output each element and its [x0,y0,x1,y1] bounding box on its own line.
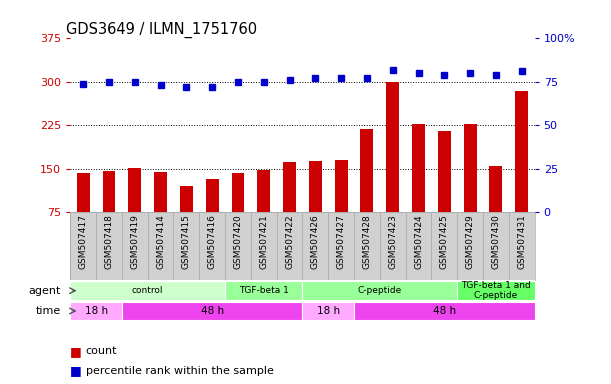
Bar [412,124,425,212]
Text: GSM507424: GSM507424 [414,214,423,269]
Text: GSM507420: GSM507420 [233,214,243,269]
Bar [128,168,141,212]
Text: GSM507431: GSM507431 [518,214,526,269]
Text: GSM507418: GSM507418 [104,214,114,269]
Bar [354,212,380,280]
Bar [251,212,277,280]
Text: C-peptide: C-peptide [357,286,402,295]
Bar [354,302,535,319]
Bar [509,212,535,280]
Bar [148,212,174,280]
Bar [70,281,225,300]
Bar [225,281,302,300]
Bar [489,166,502,212]
Text: GSM507430: GSM507430 [491,214,500,269]
Text: agent: agent [29,286,61,296]
Text: TGF-beta 1: TGF-beta 1 [239,286,288,295]
Text: GSM507422: GSM507422 [285,214,294,269]
Bar [232,173,244,212]
Bar [309,161,322,212]
Text: GSM507421: GSM507421 [259,214,268,269]
Bar [180,186,193,212]
Bar [515,91,528,212]
Text: count: count [86,346,117,356]
Bar [302,212,328,280]
Text: ■: ■ [70,364,82,377]
Text: ■: ■ [70,345,82,358]
Text: GSM507425: GSM507425 [440,214,449,269]
Bar [302,302,354,319]
Bar [103,170,115,212]
Bar [386,82,399,212]
Bar [438,131,451,212]
Bar [96,212,122,280]
Bar [360,129,373,212]
Bar [70,302,122,319]
Text: time: time [35,306,61,316]
Bar [457,212,483,280]
Text: 48 h: 48 h [433,306,456,316]
Text: GSM507419: GSM507419 [130,214,139,269]
Text: GSM507426: GSM507426 [311,214,320,269]
Text: GSM507414: GSM507414 [156,214,165,269]
Bar [122,212,148,280]
Text: GSM507423: GSM507423 [388,214,397,269]
Bar [257,170,270,212]
Text: GSM507415: GSM507415 [182,214,191,269]
Bar [328,212,354,280]
Text: percentile rank within the sample: percentile rank within the sample [86,366,273,376]
Text: control: control [132,286,163,295]
Bar [199,212,225,280]
Bar [77,173,90,212]
Bar [483,212,509,280]
Bar [225,212,251,280]
Bar [122,302,302,319]
Bar [154,172,167,212]
Bar [70,212,96,280]
Text: GSM507417: GSM507417 [79,214,87,269]
Text: GSM507429: GSM507429 [466,214,475,269]
Bar [464,124,477,212]
Text: GDS3649 / ILMN_1751760: GDS3649 / ILMN_1751760 [65,22,257,38]
Bar [302,281,457,300]
Text: 48 h: 48 h [200,306,224,316]
Bar [277,212,302,280]
Bar [406,212,431,280]
Bar [335,160,348,212]
Bar [457,281,535,300]
Text: 18 h: 18 h [84,306,108,316]
Text: GSM507428: GSM507428 [362,214,371,269]
Text: 18 h: 18 h [316,306,340,316]
Text: GSM507416: GSM507416 [208,214,217,269]
Bar [380,212,406,280]
Bar [206,179,219,212]
Bar [431,212,457,280]
Text: GSM507427: GSM507427 [337,214,346,269]
Bar [174,212,199,280]
Text: TGF-beta 1 and
C-peptide: TGF-beta 1 and C-peptide [461,281,531,300]
Bar [283,162,296,212]
